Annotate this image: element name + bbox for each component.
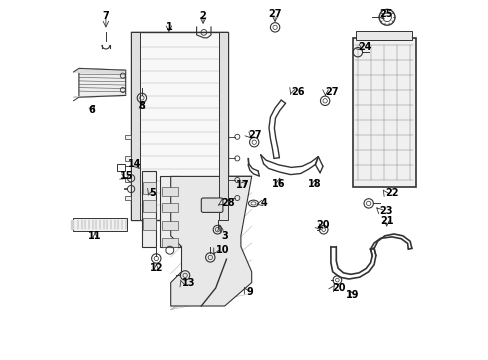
Bar [142, 200, 155, 212]
Text: 8: 8 [138, 101, 145, 111]
Text: 3: 3 [221, 231, 227, 241]
Bar [162, 203, 178, 212]
Bar [124, 178, 131, 182]
Bar [355, 31, 411, 40]
Bar [124, 156, 131, 161]
Text: 7: 7 [102, 11, 109, 21]
Polygon shape [73, 68, 125, 74]
Bar [124, 135, 131, 139]
Text: 28: 28 [221, 198, 234, 208]
Text: 1: 1 [165, 22, 172, 32]
Bar [142, 218, 155, 230]
Text: 24: 24 [357, 42, 371, 52]
FancyBboxPatch shape [201, 198, 223, 212]
Bar [142, 171, 156, 247]
Text: 16: 16 [271, 179, 285, 189]
Text: 5: 5 [149, 188, 156, 198]
Bar [73, 218, 127, 231]
Bar [162, 221, 178, 230]
Text: 27: 27 [268, 9, 281, 19]
Text: 20: 20 [332, 283, 346, 293]
Bar [117, 164, 124, 171]
Text: 20: 20 [316, 220, 329, 230]
Bar [124, 196, 131, 200]
Text: 11: 11 [88, 231, 102, 241]
Polygon shape [79, 68, 125, 97]
Text: 9: 9 [246, 287, 252, 297]
Bar [131, 32, 228, 220]
Text: 26: 26 [291, 87, 304, 97]
Polygon shape [170, 176, 251, 306]
Text: 15: 15 [120, 171, 134, 181]
Text: 27: 27 [325, 87, 338, 97]
Bar [142, 182, 155, 194]
Text: 13: 13 [181, 278, 195, 288]
Text: 19: 19 [345, 290, 359, 300]
Text: 25: 25 [379, 9, 392, 19]
Text: 2: 2 [199, 11, 206, 21]
Bar [162, 238, 178, 247]
Text: 27: 27 [247, 130, 261, 140]
Bar [160, 176, 179, 247]
Text: 21: 21 [379, 216, 393, 226]
Bar [352, 38, 415, 187]
Text: 10: 10 [215, 245, 229, 255]
Text: 23: 23 [379, 206, 392, 216]
Text: 14: 14 [128, 159, 141, 169]
Text: 17: 17 [236, 180, 249, 190]
Text: 18: 18 [307, 179, 321, 189]
Bar [162, 187, 178, 196]
Bar [219, 32, 228, 220]
Polygon shape [73, 95, 125, 97]
Text: 22: 22 [384, 188, 398, 198]
Polygon shape [70, 220, 73, 229]
Text: 6: 6 [88, 105, 95, 115]
Bar [131, 32, 140, 220]
Text: 12: 12 [149, 263, 163, 273]
Text: 4: 4 [260, 198, 267, 208]
